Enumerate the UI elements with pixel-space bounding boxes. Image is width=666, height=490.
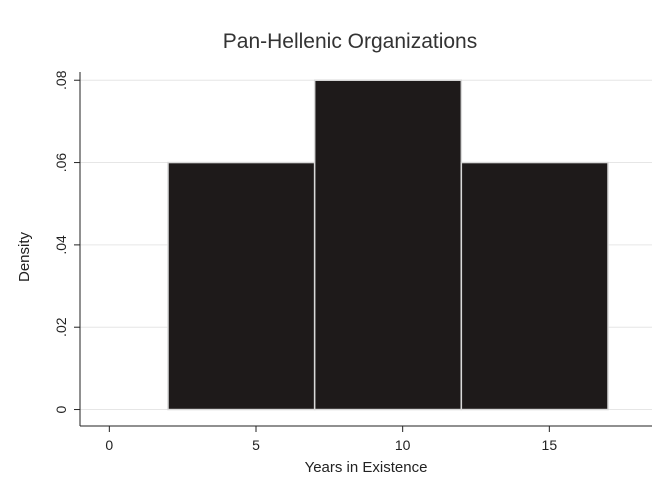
histogram-bar-1: [313, 79, 463, 411]
x-tick-label-3: 15: [542, 437, 558, 453]
x-tick-label-2: 10: [395, 437, 411, 453]
x-axis-ticks: 0 5 10 15: [105, 426, 557, 453]
y-axis-title: Density: [16, 231, 33, 282]
chart-title: Pan-Hellenic Organizations: [223, 30, 477, 53]
x-tick-label-1: 5: [252, 437, 260, 453]
y-tick-label-2: .04: [53, 235, 69, 255]
y-tick-label-1: .02: [53, 317, 69, 337]
y-tick-label-4: .08: [53, 70, 69, 90]
histogram-bar-0: [167, 161, 316, 411]
y-tick-label-3: .06: [53, 153, 69, 173]
y-tick-label-0: 0: [53, 405, 69, 413]
x-axis-title: Years in Existence: [305, 459, 428, 476]
histogram-bars: [167, 79, 609, 411]
x-tick-label-0: 0: [105, 437, 113, 453]
y-axis-ticks: 0 .02 .04 .06 .08: [53, 70, 80, 413]
histogram-bar-2: [460, 161, 609, 411]
